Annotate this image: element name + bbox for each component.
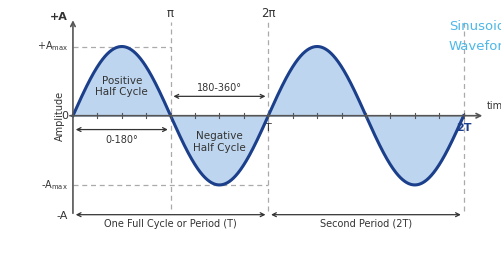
Text: +A: +A: [50, 12, 68, 22]
Text: T: T: [265, 123, 272, 133]
Text: time: time: [487, 101, 501, 111]
Text: 0: 0: [61, 111, 68, 121]
Text: -A$_{\mathrm{max}}$: -A$_{\mathrm{max}}$: [41, 178, 68, 192]
Text: Waveform: Waveform: [449, 40, 501, 53]
Text: Amplitude: Amplitude: [55, 91, 65, 141]
Text: Positive
Half Cycle: Positive Half Cycle: [95, 76, 148, 98]
Text: Second Period (2T): Second Period (2T): [320, 219, 412, 229]
Text: One Full Cycle or Period (T): One Full Cycle or Period (T): [104, 219, 237, 229]
Text: +A$_{\mathrm{max}}$: +A$_{\mathrm{max}}$: [37, 40, 68, 53]
Text: Negative
Half Cycle: Negative Half Cycle: [193, 131, 246, 153]
Text: Sinusoidal: Sinusoidal: [449, 20, 501, 33]
Text: 2T: 2T: [456, 123, 471, 133]
Text: 2π: 2π: [261, 7, 276, 20]
Text: -A: -A: [57, 211, 68, 221]
Text: 180-360°: 180-360°: [197, 83, 242, 93]
Text: 0-180°: 0-180°: [105, 135, 138, 145]
Text: π: π: [167, 7, 174, 20]
